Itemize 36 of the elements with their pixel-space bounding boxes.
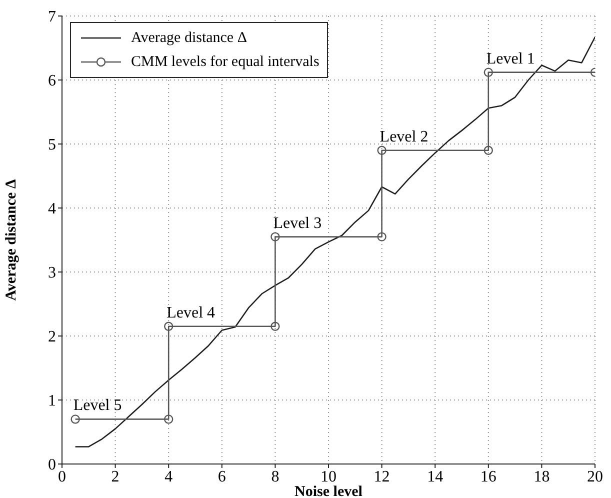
x-tick-label: 4 [164, 468, 173, 486]
x-tick-label: 20 [587, 468, 603, 486]
y-tick-label: 2 [48, 328, 56, 346]
point [377, 232, 386, 242]
y-tick-label: 6 [48, 72, 56, 90]
x-tick-label: 14 [427, 468, 444, 486]
x-tick-label: 18 [534, 468, 550, 486]
point [484, 146, 493, 155]
y-tick-label: 0 [48, 456, 56, 474]
annotation: Level 4 [166, 304, 216, 322]
legend-label: CMM levels for equal intervals [131, 54, 320, 70]
x-tick-label: 16 [480, 468, 496, 486]
x-tick-label: 8 [271, 468, 280, 486]
y-tick-label: 5 [48, 136, 56, 154]
point [164, 414, 174, 424]
y-axis-title: Average distance Δ [3, 178, 20, 301]
x-tick-label: 10 [320, 468, 336, 486]
x-tick-label: 6 [218, 468, 226, 486]
annotation: Level 5 [73, 397, 122, 414]
annotation: Level 2 [380, 128, 428, 146]
x-axis-title: Noise level [294, 484, 362, 498]
y-tick-label: 7 [48, 8, 56, 26]
point [164, 322, 174, 331]
legend-label: Average distance Δ [131, 30, 247, 46]
x-tick-label: 2 [111, 468, 120, 486]
annotation: Level 1 [486, 50, 535, 68]
point [270, 322, 280, 331]
point [377, 146, 386, 155]
y-tick-label: 1 [48, 392, 56, 410]
point [70, 414, 80, 424]
point [484, 68, 493, 77]
x-tick-label: 12 [374, 468, 390, 486]
y-tick-label: 4 [48, 200, 56, 218]
annotation: Level 3 [273, 214, 322, 232]
point [270, 232, 280, 242]
y-tick-label: 3 [48, 264, 56, 282]
